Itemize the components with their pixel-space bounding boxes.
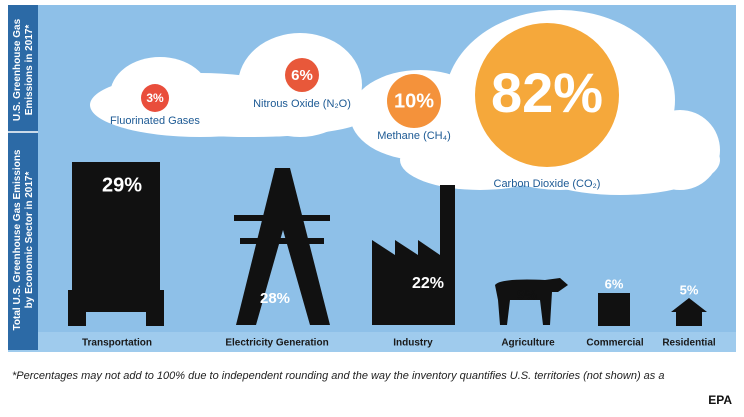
gas-circle [285,58,319,92]
gas-label: Carbon Dioxide (CO₂) [494,178,601,190]
sector-label: Commercial [586,338,643,349]
side-strip [8,5,38,350]
source: EPA [708,393,732,407]
gas-percent: 82% [491,61,603,124]
sector-label: Agriculture [501,338,555,349]
footnote: *Percentages may not add to 100% due to … [12,370,664,382]
gas-percent: 3% [146,91,164,105]
gas-circle [387,74,441,128]
side-label: U.S. Greenhouse GasEmissions in 2017* [12,18,35,121]
gas-label: Fluorinated Gases [110,115,200,127]
icons [68,162,707,326]
label-band [8,332,736,352]
sector-label: Residential [662,338,716,349]
gas-circle [475,23,619,167]
side-label: Total U.S. Greenhouse Gas Emissionsby Ec… [12,149,35,330]
sector-percent: 6% [605,276,624,291]
gas-label: Methane (CH₄) [377,130,451,142]
sector-label: Electricity Generation [225,338,328,349]
gas-percent: 6% [291,67,313,84]
sector-label: Transportation [82,338,152,349]
gas-label: Nitrous Oxide (N₂O) [253,98,351,110]
sector-label: Industry [393,338,433,349]
gas-circle [141,84,169,112]
sector-percent: 29% [102,174,142,196]
gas-percent: 10% [394,90,434,112]
sector-percent: 28% [260,290,290,307]
sector-percent: 5% [680,282,699,297]
sector-percent: 22% [412,275,444,292]
sector-percent: 9% [517,287,538,303]
